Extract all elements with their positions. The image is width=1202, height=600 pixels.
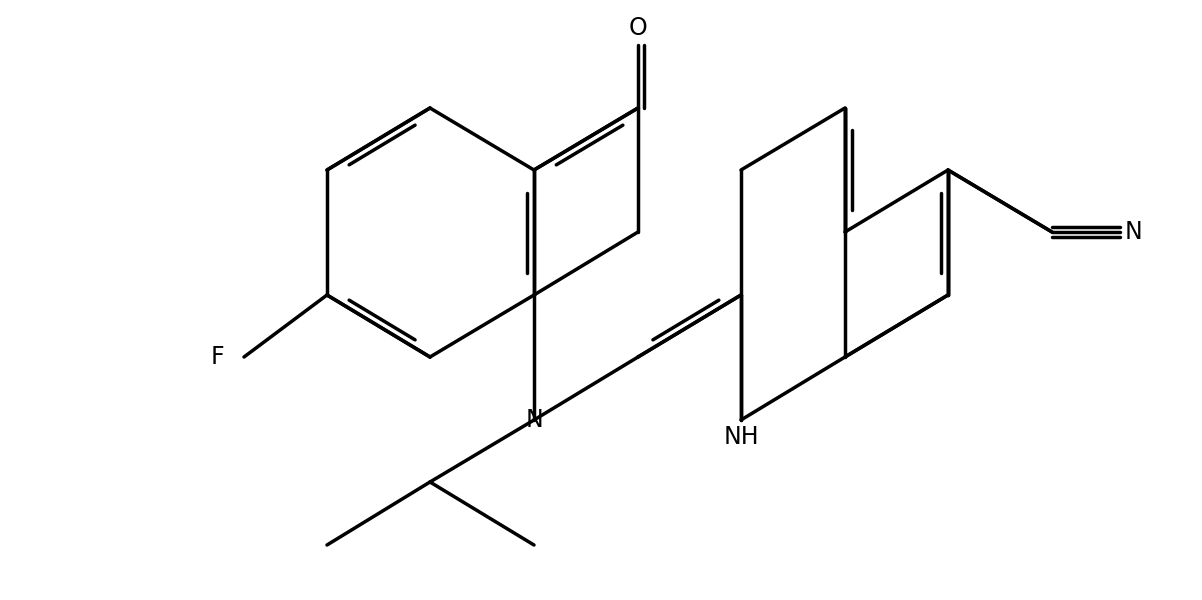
- Text: NH: NH: [724, 425, 758, 449]
- Text: O: O: [629, 16, 648, 40]
- Text: N: N: [1125, 220, 1143, 244]
- Text: N: N: [525, 408, 543, 432]
- Text: F: F: [210, 345, 224, 369]
